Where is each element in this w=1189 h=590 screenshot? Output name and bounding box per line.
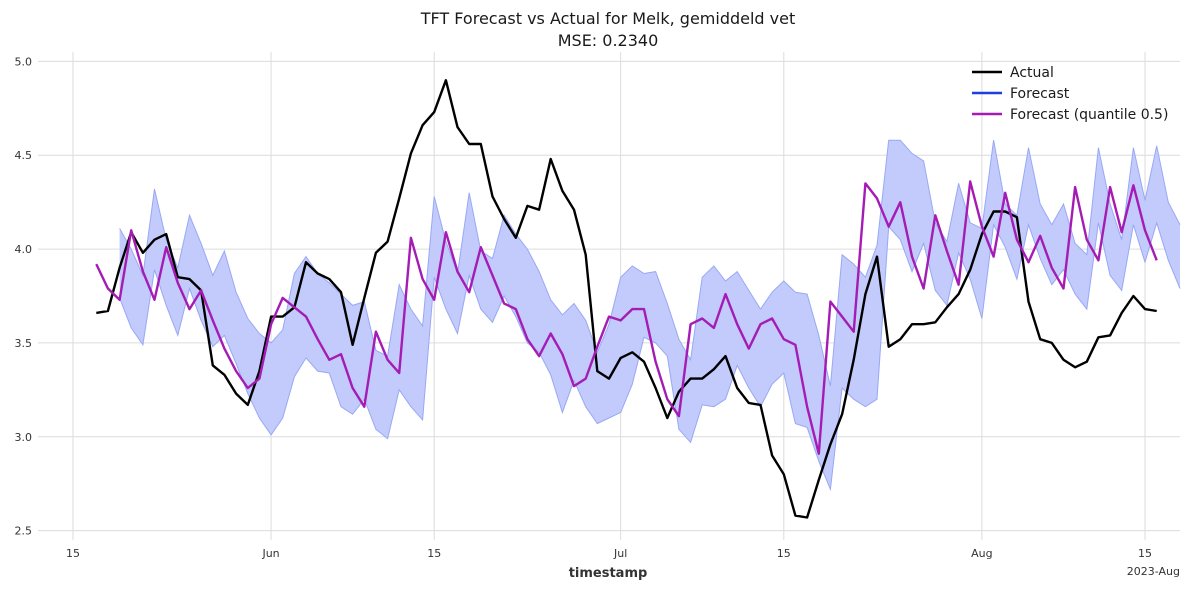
- x-tick-label: Jul: [613, 547, 627, 560]
- x-tick-label: 15: [66, 547, 80, 560]
- y-tick-label: 4.0: [15, 243, 33, 256]
- x-tick-label: 15: [1138, 547, 1152, 560]
- legend: Actual Forecast Forecast (quantile 0.5): [972, 65, 1168, 123]
- y-tick-label: 3.5: [15, 337, 33, 350]
- x-axis-label: timestamp: [569, 566, 648, 581]
- chart-subtitle: MSE: 0.2340: [558, 31, 659, 50]
- y-tick-label: 5.0: [15, 55, 33, 68]
- series-lines: [95, 78, 1158, 519]
- x-tick-label: 15: [777, 547, 791, 560]
- actual-series-line: [96, 78, 1157, 519]
- forecast-upper-bound: [119, 139, 1181, 387]
- legend-label-quantile: Forecast (quantile 0.5): [1010, 107, 1168, 123]
- forecast-quantile-series-line: [95, 180, 1158, 455]
- y-axis: 2.5 3.0 3.5 4.0 4.5 5.0: [15, 55, 33, 537]
- y-tick-label: 4.5: [15, 149, 33, 162]
- forecast-interval-band: [119, 140, 1181, 490]
- legend-label-actual: Actual: [1010, 65, 1054, 81]
- chart-title: TFT Forecast vs Actual for Melk, gemidde…: [420, 9, 796, 28]
- x-tick-label: Jun: [261, 547, 279, 560]
- x-offset-label: 2023-Aug: [1127, 565, 1180, 578]
- legend-label-forecast: Forecast: [1010, 86, 1070, 102]
- x-tick-label: 15: [427, 547, 441, 560]
- x-tick-label: Aug: [971, 547, 992, 560]
- y-tick-label: 3.0: [15, 431, 33, 444]
- y-tick-label: 2.5: [15, 525, 33, 538]
- x-axis: 15 Jun 15 Jul 15 Aug 15: [66, 547, 1152, 560]
